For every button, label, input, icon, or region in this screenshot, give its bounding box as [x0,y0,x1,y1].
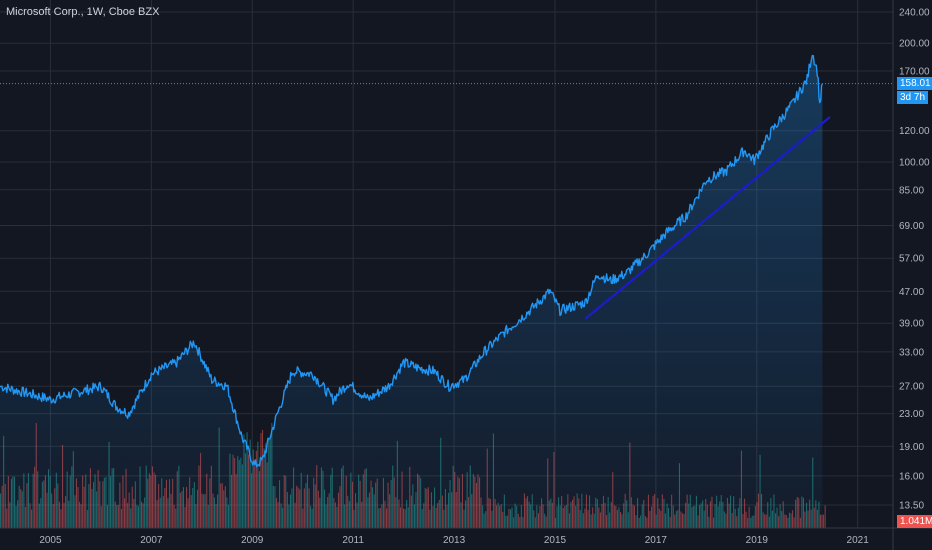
y-axis-labels: 240.00 200.00 170.00 120.00 100.00 85.00 69.00… [899,7,930,511]
x-tick-label: 2011 [342,535,364,546]
y-tick-label: 19.00 [899,442,924,453]
x-tick-label: 2007 [140,535,163,546]
x-tick-label: 2019 [746,535,769,546]
y-tick-label: 240.00 [899,7,930,18]
x-axis-labels: 2005 2007 2009 2011 2013 2015 2017 2019 2021 [39,535,869,546]
x-tick-label: 2017 [645,535,668,546]
volume-bar [824,505,826,528]
y-tick-label: 27.00 [899,382,924,393]
y-tick-label: 100.00 [899,157,930,168]
price-area-fill [0,55,823,528]
y-tick-label: 16.00 [899,471,924,482]
y-tick-label: 39.00 [899,319,924,330]
chart-title: Microsoft Corp., 1W, Cboe BZX [6,6,160,18]
countdown-badge: 3d 7h [897,90,929,104]
y-tick-label: 200.00 [899,39,930,50]
y-tick-label: 47.00 [899,287,924,298]
trend-line-segment[interactable] [584,116,831,320]
y-tick-label: 170.00 [899,67,930,78]
price-area [0,54,824,528]
price-line[interactable] [0,54,824,468]
y-tick-label: 69.00 [899,221,924,232]
y-tick-label: 23.00 [899,409,924,420]
x-tick-label: 2015 [544,535,567,546]
volume-badge: 1.041M [897,515,932,528]
x-tick-label: 2021 [847,535,870,546]
trend-line[interactable] [584,116,831,320]
y-tick-label: 33.00 [899,347,924,358]
y-tick-label: 57.00 [899,254,924,265]
x-tick-label: 2009 [241,535,264,546]
y-tick-label: 13.50 [899,500,924,511]
x-tick-label: 2005 [39,535,62,546]
y-tick-label: 120.00 [899,126,930,137]
y-tick-label: 85.00 [899,185,924,196]
x-tick-label: 2013 [443,535,466,546]
last-price-badge: 158.01 [897,77,932,91]
volume-bar [823,514,825,528]
